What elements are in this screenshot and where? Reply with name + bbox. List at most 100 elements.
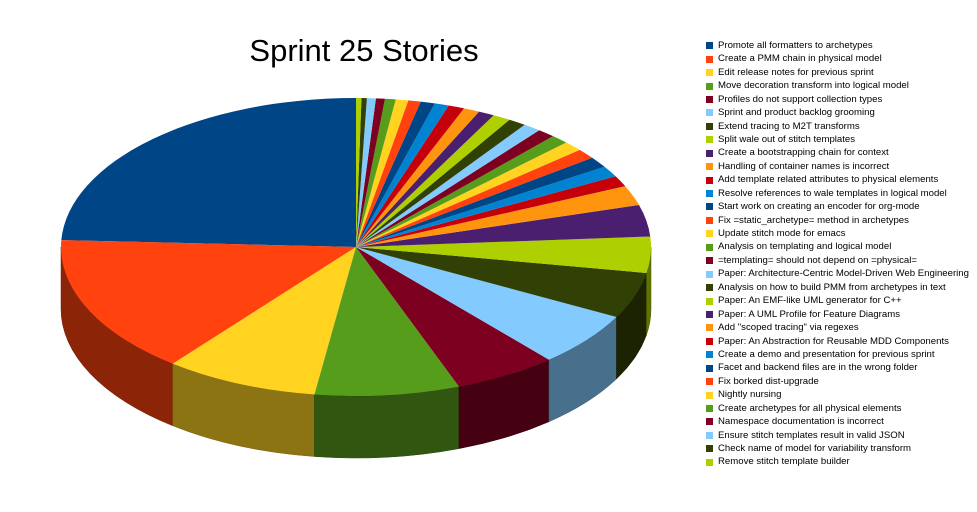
- pie-slice-15: [356, 136, 567, 247]
- pie-slice-9: [356, 186, 640, 247]
- legend-swatch: [706, 257, 713, 265]
- pie-slice-17: [356, 124, 540, 247]
- pie-slice-16: [356, 130, 554, 247]
- pie-slice-5: [356, 247, 617, 360]
- legend-swatch: [706, 445, 713, 453]
- pie-slice-13: [356, 149, 593, 247]
- pie-slice-22: [356, 105, 465, 247]
- legend-item: Create a PMM chain in physical model: [706, 52, 974, 65]
- pie-slice-24: [356, 101, 435, 247]
- legend-label: Check name of model for variability tran…: [718, 443, 912, 455]
- pie-slice-14: [356, 142, 580, 247]
- legend-label: Create a bootstrapping chain for context: [718, 147, 889, 159]
- legend-swatch: [706, 136, 713, 144]
- chart-title: Sprint 25 Stories: [249, 33, 478, 68]
- pie-slice-29: [356, 98, 376, 248]
- legend: Promote all formatters to archetypes Crea…: [706, 39, 974, 469]
- pie-slice-2: [172, 247, 356, 395]
- legend-item: Nightly nursing: [706, 388, 974, 401]
- legend-item: Paper: Architecture-Centric Model-Driven…: [706, 267, 974, 280]
- legend-swatch: [706, 310, 713, 318]
- legend-swatch: [706, 216, 713, 224]
- legend-item: Move decoration transform into logical m…: [706, 79, 974, 92]
- legend-item: Edit release notes for previous sprint: [706, 66, 974, 79]
- legend-label: Move decoration transform into logical m…: [718, 80, 909, 92]
- legend-swatch: [706, 176, 713, 184]
- legend-label: Split wale out of stitch templates: [718, 133, 856, 145]
- pie-slice-3: [314, 247, 459, 396]
- legend-item: Add template related attributes to physi…: [706, 173, 974, 186]
- pie-slice-1: [60, 240, 356, 364]
- pie-slice-6: [356, 247, 647, 317]
- pie-slice-30: [356, 98, 367, 247]
- legend-item: Split wale out of stitch templates: [706, 133, 974, 146]
- legend-item: Paper: An EMF-like UML generator for C++: [706, 294, 974, 307]
- pie-slice-11: [356, 166, 616, 247]
- legend-label: Resolve references to wale templates in …: [718, 187, 947, 199]
- legend-label: Create archetypes for all physical eleme…: [718, 402, 902, 414]
- legend-label: Facet and backend files are in the wrong…: [718, 362, 918, 374]
- legend-swatch: [706, 230, 713, 238]
- legend-swatch: [706, 95, 713, 103]
- legend-item: Fix =static_archetype= method in archety…: [706, 214, 974, 227]
- legend-swatch: [706, 270, 713, 278]
- legend-swatch: [706, 109, 713, 117]
- legend-label: Profiles do not support collection types: [718, 93, 883, 105]
- legend-item: Remove stitch template builder: [706, 456, 974, 469]
- legend-item: Extend tracing to M2T transforms: [706, 120, 974, 133]
- pie-slice-23: [356, 103, 449, 247]
- pie-slice-8: [356, 204, 651, 247]
- legend-swatch: [706, 418, 713, 426]
- pie-slice-7: [356, 236, 651, 273]
- legend-item: Add "scoped tracing" via regexes: [706, 321, 974, 334]
- legend-item: Analysis on templating and logical model: [706, 241, 974, 254]
- pie-slice-31: [356, 98, 362, 247]
- legend-swatch: [706, 203, 713, 211]
- legend-item: =templating= should not depend on =physi…: [706, 254, 974, 267]
- legend-swatch: [706, 284, 713, 292]
- legend-item: Handling of container names is incorrect: [706, 160, 974, 173]
- legend-item: Check name of model for variability tran…: [706, 442, 974, 455]
- legend-item: Sprint and product backlog grooming: [706, 106, 974, 119]
- legend-swatch: [706, 405, 713, 413]
- legend-swatch: [706, 190, 713, 198]
- pie-slice-21: [356, 108, 480, 248]
- legend-label: Paper: An Abstraction for Reusable MDD C…: [718, 335, 949, 347]
- pie-slice-19: [356, 115, 510, 247]
- legend-swatch: [706, 42, 713, 50]
- pie-side-3: [314, 386, 460, 459]
- legend-label: Nightly nursing: [718, 389, 782, 401]
- legend-label: Add template related attributes to physi…: [718, 174, 939, 186]
- legend-swatch: [706, 297, 713, 305]
- legend-label: Fix =static_archetype= method in archety…: [718, 214, 909, 226]
- legend-label: Add "scoped tracing" via regexes: [718, 322, 859, 334]
- legend-label: Fix borked dist-upgrade: [718, 375, 819, 387]
- legend-label: Analysis on how to build PMM from archet…: [718, 281, 946, 293]
- legend-item: Paper: An Abstraction for Reusable MDD C…: [706, 335, 974, 348]
- legend-label: Remove stitch template builder: [718, 456, 850, 468]
- legend-swatch: [706, 351, 713, 359]
- legend-label: Sprint and product backlog grooming: [718, 107, 875, 119]
- pie-top: [60, 98, 651, 396]
- legend-swatch: [706, 378, 713, 386]
- legend-label: Handling of container names is incorrect: [718, 160, 890, 172]
- legend-item: Resolve references to wale templates in …: [706, 187, 974, 200]
- legend-label: Paper: A UML Profile for Feature Diagram…: [718, 308, 900, 320]
- legend-label: Start work on creating an encoder for or…: [718, 201, 920, 213]
- legend-item: Namespace documentation is incorrect: [706, 415, 974, 428]
- legend-label: Create a demo and presentation for previ…: [718, 348, 935, 360]
- pie-slice-20: [356, 111, 494, 247]
- legend-item: Create a demo and presentation for previ…: [706, 348, 974, 361]
- legend-label: Promote all formatters to archetypes: [718, 39, 873, 51]
- legend-item: Facet and backend files are in the wrong…: [706, 362, 974, 375]
- legend-label: Paper: An EMF-like UML generator for C++: [718, 295, 902, 307]
- pie-slice-18: [356, 119, 525, 247]
- legend-swatch: [706, 391, 713, 399]
- legend-item: Fix borked dist-upgrade: [706, 375, 974, 388]
- legend-item: Promote all formatters to archetypes: [706, 39, 974, 52]
- pie-slice-4: [356, 247, 549, 387]
- legend-label: Update stitch mode for emacs: [718, 228, 846, 240]
- legend-swatch: [706, 149, 713, 157]
- legend-swatch: [706, 458, 713, 466]
